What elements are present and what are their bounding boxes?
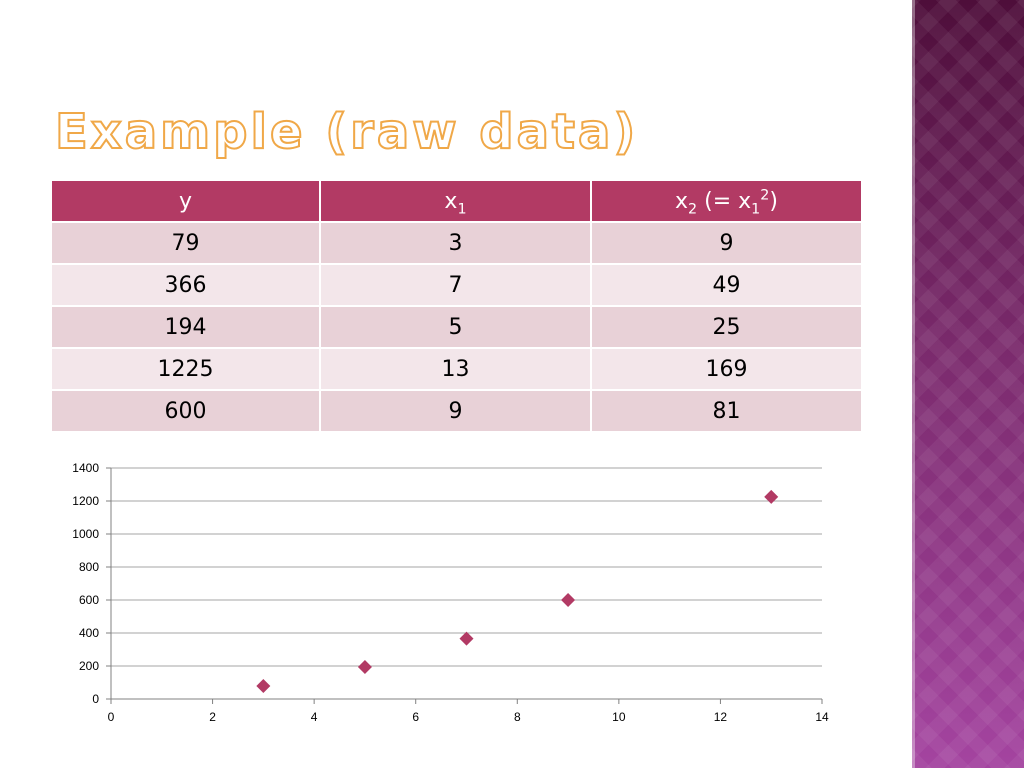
data-point (764, 489, 779, 504)
table-row: 1225 13 169 (52, 348, 861, 391)
cell-x1: 5 (320, 306, 592, 349)
cell-x2: 81 (591, 390, 861, 433)
data-table: y x1 x2 (= x12) 79 3 9 366 7 49 194 5 25… (52, 181, 861, 433)
header-x1-base: x (444, 188, 458, 214)
side-band-pattern (912, 0, 1024, 768)
y-tick-label: 200 (79, 659, 99, 673)
axis-layer (106, 467, 823, 704)
data-point (357, 659, 372, 674)
cell-x2: 9 (591, 222, 861, 265)
table-row: 79 3 9 (52, 222, 861, 265)
cell-x1: 9 (320, 390, 592, 433)
x-tick-label: 8 (514, 710, 521, 724)
y-tick-label: 600 (79, 593, 99, 607)
cell-x1: 7 (320, 264, 592, 307)
cell-x2: 25 (591, 306, 861, 349)
header-x2-base: x (675, 188, 689, 214)
y-tick-label: 400 (79, 626, 99, 640)
table-row: 194 5 25 (52, 306, 861, 349)
x-tick-label: 6 (412, 710, 419, 724)
slide-title: Example (raw data) (54, 103, 639, 161)
data-point (561, 593, 576, 607)
data-point (459, 631, 474, 646)
y-tick-label: 800 (79, 560, 99, 574)
x-tick-label: 12 (714, 710, 728, 724)
header-x1: x1 (320, 181, 592, 223)
header-y: y (52, 181, 321, 223)
cell-y: 79 (52, 222, 321, 265)
header-x2-rest: (= x (697, 188, 752, 214)
tick-label-layer: 0 200 400 600 800 1000 1200 1400 0 2 4 6 8 10 12 14 (72, 461, 829, 724)
header-x2: x2 (= x12) (591, 181, 861, 223)
x-tick-label: 0 (108, 710, 115, 724)
cell-y: 366 (52, 264, 321, 307)
cell-y: 194 (52, 306, 321, 349)
cell-x1: 3 (320, 222, 592, 265)
cell-y: 600 (52, 390, 321, 433)
x-tick-label: 10 (612, 710, 626, 724)
cell-y: 1225 (52, 348, 321, 391)
header-x2-superscript: 2 (760, 187, 770, 204)
table-row: 600 9 81 (52, 390, 861, 433)
y-tick-label: 1200 (72, 494, 99, 508)
header-x2-subscript-2: 1 (751, 200, 761, 217)
table-header-row: y x1 x2 (= x12) (52, 181, 861, 223)
grid-layer (111, 467, 822, 667)
y-tick-label: 1000 (72, 527, 99, 541)
y-tick-label: 1400 (72, 461, 99, 475)
scatter-chart: 0 200 400 600 800 1000 1200 1400 0 2 4 6 8 10 12 14 (72, 461, 829, 724)
cell-x2: 49 (591, 264, 861, 307)
x-tick-label: 14 (815, 710, 829, 724)
data-point-layer (256, 489, 779, 693)
header-x2-subscript: 2 (688, 200, 698, 217)
header-x1-subscript: 1 (457, 200, 467, 217)
table-row: 366 7 49 (52, 264, 861, 307)
data-point (256, 678, 271, 693)
header-x2-tail: ) (769, 188, 778, 214)
x-tick-label: 2 (209, 710, 216, 724)
side-band-edge (912, 0, 915, 768)
y-tick-label: 0 (92, 692, 99, 706)
decorative-side-band (912, 0, 1024, 768)
cell-x1: 13 (320, 348, 592, 391)
cell-x2: 169 (591, 348, 861, 391)
header-y-label: y (178, 188, 193, 214)
x-tick-label: 4 (311, 710, 318, 724)
